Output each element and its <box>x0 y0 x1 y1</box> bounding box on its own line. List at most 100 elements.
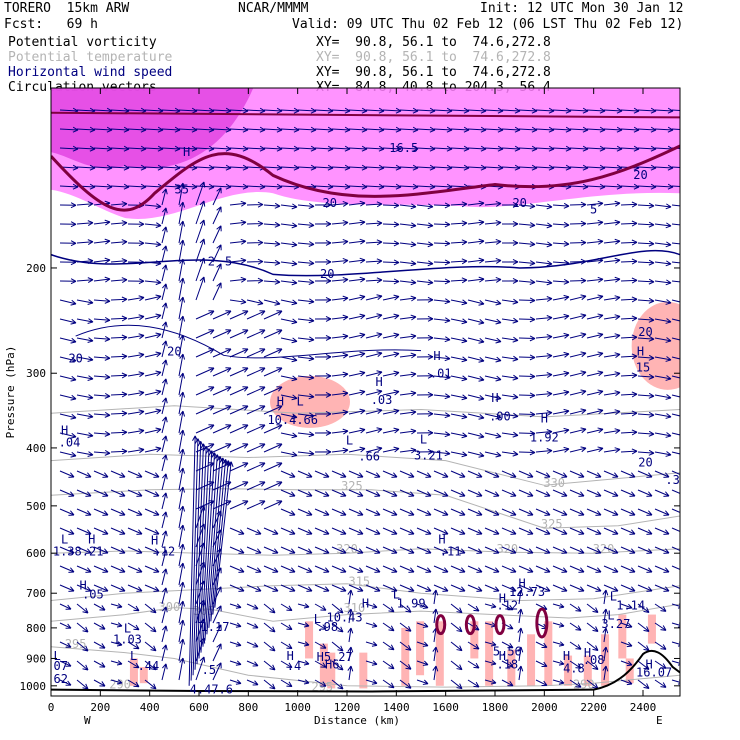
circulation-vector <box>399 314 417 321</box>
circulation-vector <box>501 355 519 362</box>
circulation-vector <box>552 584 568 592</box>
circulation-vector <box>246 424 266 434</box>
circulation-vector <box>535 107 555 114</box>
circulation-vector <box>399 203 417 210</box>
field-extrema-label: L <box>54 649 61 663</box>
circulation-vector <box>450 375 468 382</box>
field-extrema-label: H <box>79 578 86 592</box>
circulation-vector <box>93 126 113 133</box>
field-extrema-label: 5.56 <box>493 645 522 659</box>
circulation-vector <box>195 329 215 339</box>
circulation-vector <box>637 546 653 554</box>
circulation-vector <box>450 603 463 614</box>
circulation-vector <box>433 508 449 516</box>
circulation-vector <box>229 276 247 283</box>
circulation-vector <box>297 584 313 592</box>
y-tick-label: 400 <box>26 442 46 455</box>
circulation-vector <box>246 527 262 535</box>
circulation-vector <box>654 432 672 438</box>
circulation-vector <box>127 240 145 247</box>
circulation-vector <box>161 606 168 624</box>
field-extrema-label: H <box>584 646 591 660</box>
circulation-vector <box>59 394 77 401</box>
circulation-vector <box>365 239 383 246</box>
circulation-vector <box>484 356 502 363</box>
circulation-vector <box>297 241 315 247</box>
circulation-vector <box>178 220 186 244</box>
circulation-vector <box>314 660 327 668</box>
x-axis-label: Distance (km) <box>314 714 400 727</box>
circulation-vector <box>450 394 468 401</box>
circulation-vector <box>314 622 327 630</box>
circulation-vector <box>59 679 72 686</box>
x-tick-label: 200 <box>90 701 110 714</box>
circulation-vector <box>195 145 215 152</box>
salmon-column <box>601 634 610 686</box>
circulation-vector <box>229 329 249 339</box>
field-label-theta: Potential temperature <box>8 50 173 65</box>
circulation-vector <box>110 410 128 417</box>
circulation-vector <box>484 219 502 226</box>
circulation-vector <box>416 279 434 286</box>
circulation-vector <box>297 546 313 554</box>
circulation-vector <box>602 627 609 643</box>
circulation-vector <box>382 584 398 592</box>
salmon-column <box>305 621 314 659</box>
circulation-vector <box>365 641 378 647</box>
circulation-vector <box>552 389 570 396</box>
field-extrema-label: 20 <box>638 456 652 470</box>
circulation-vector <box>552 446 570 453</box>
circulation-vector <box>59 278 77 285</box>
circulation-vector <box>535 489 551 497</box>
circulation-vector <box>212 187 222 206</box>
y-axis-label: Pressure (hPa) <box>4 346 17 439</box>
circulation-vector <box>552 240 570 247</box>
circulation-vector <box>654 584 670 592</box>
circulation-vector <box>348 126 368 133</box>
circulation-vector <box>637 430 655 437</box>
circulation-vector <box>484 679 497 685</box>
circulation-vector <box>620 448 638 455</box>
circulation-vector <box>501 107 521 114</box>
circulation-vector <box>110 470 126 478</box>
circulation-vector <box>416 183 436 190</box>
circulation-vector <box>314 410 332 417</box>
field-range-theta: XY= 90.8, 56.1 to 74.6,272.8 <box>316 50 551 65</box>
circulation-vector <box>229 219 247 226</box>
circulation-vector <box>517 608 524 624</box>
circulation-vector <box>76 451 94 457</box>
circulation-vector <box>314 679 327 687</box>
circulation-vector <box>110 220 128 226</box>
circulation-vector <box>214 461 234 608</box>
circulation-vector <box>433 164 453 171</box>
circulation-vector <box>433 221 451 228</box>
circulation-vector <box>365 470 381 478</box>
circulation-vector <box>76 375 94 381</box>
circulation-vector <box>263 622 276 633</box>
circulation-vector <box>501 641 514 649</box>
field-extrema-label: 1.99 <box>397 597 426 611</box>
circulation-vector <box>297 203 315 209</box>
circulation-vector <box>382 107 402 114</box>
circulation-vector <box>76 277 94 284</box>
circulation-vector <box>263 329 283 339</box>
circulation-vector <box>246 277 264 284</box>
circulation-vector <box>161 302 168 320</box>
circulation-vector <box>450 489 466 497</box>
circulation-vector <box>297 279 315 285</box>
circulation-vector <box>484 200 502 207</box>
circulation-vector <box>229 527 245 535</box>
circulation-vector <box>433 489 449 497</box>
circulation-vector <box>178 505 186 529</box>
circulation-vector <box>348 183 368 190</box>
circulation-vector <box>144 622 157 633</box>
circulation-vector <box>467 394 485 401</box>
circulation-vector <box>297 565 313 573</box>
circulation-vector <box>212 329 232 339</box>
circulation-vector <box>671 109 680 111</box>
y-tick-label: 200 <box>26 262 46 275</box>
circulation-vector <box>161 416 168 434</box>
theta-label: 320 <box>593 542 615 556</box>
circulation-vector <box>161 587 168 605</box>
circulation-vector <box>246 299 264 306</box>
